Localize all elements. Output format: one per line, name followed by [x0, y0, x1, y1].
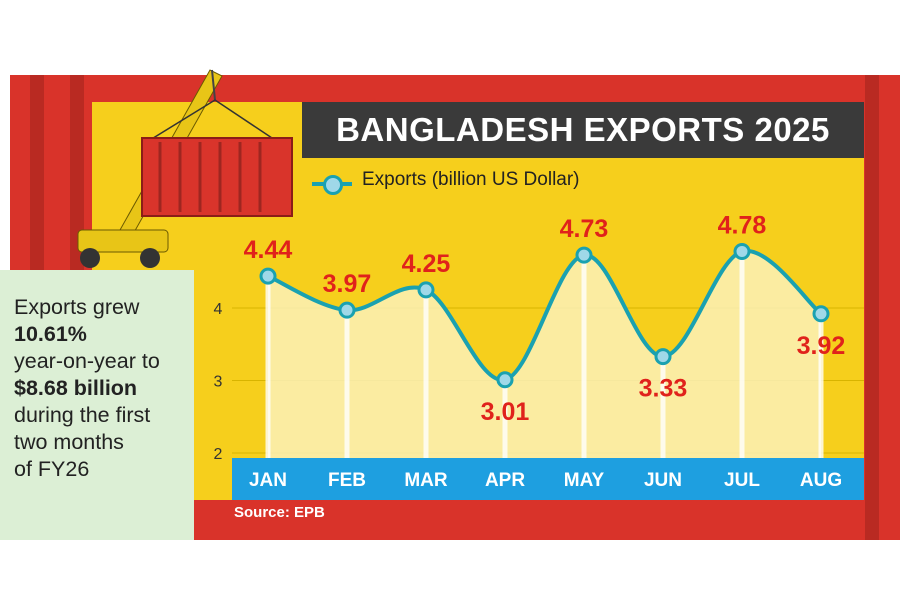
- x-tick-label: APR: [485, 470, 525, 491]
- note-line: Exports grew: [14, 295, 140, 319]
- data-label: 4.73: [560, 215, 609, 243]
- x-tick-label: JUN: [644, 470, 682, 491]
- data-point: [496, 371, 514, 389]
- x-tick-label: JUL: [724, 470, 760, 491]
- source-label: Source: EPB: [234, 504, 325, 521]
- legend-label: Exports (billion US Dollar): [362, 169, 580, 190]
- data-label: 3.92: [797, 332, 846, 360]
- chart-title: BANGLADESH EXPORTS 2025: [336, 111, 830, 148]
- data-label: 3.97: [323, 270, 372, 298]
- note-text: Exports grew 10.61% year-on-year to $8.6…: [14, 294, 192, 483]
- area-fill: [268, 250, 821, 458]
- shipping-container-icon: [141, 137, 293, 217]
- note-line: year-on-year to: [14, 349, 160, 373]
- data-point: [338, 301, 356, 319]
- crane-icon: [77, 69, 293, 268]
- data-point: [259, 267, 277, 285]
- note-line: during the first: [14, 403, 151, 427]
- x-tick-label: JAN: [249, 470, 287, 491]
- y-tick-label: 2: [214, 446, 223, 463]
- data-label: 4.44: [244, 236, 293, 264]
- data-label: 4.78: [718, 211, 767, 239]
- x-tick-label: MAY: [564, 470, 605, 491]
- title-bar: [302, 102, 864, 158]
- data-label: 3.33: [639, 375, 688, 403]
- data-point: [733, 242, 751, 260]
- data-point: [654, 348, 672, 366]
- data-point: [417, 281, 435, 299]
- note-growth: 10.61%: [14, 322, 87, 346]
- data-label: 3.01: [481, 398, 530, 426]
- note-amount: $8.68 billion: [14, 376, 138, 400]
- data-label: 4.25: [402, 250, 451, 278]
- y-tick-label: 4: [214, 301, 223, 318]
- legend-marker: [323, 175, 343, 195]
- x-tick-label: AUG: [800, 470, 842, 491]
- note-line: two months: [14, 430, 124, 454]
- series-line: [267, 249, 823, 382]
- data-point: [812, 305, 830, 323]
- x-tick-label: FEB: [328, 470, 366, 491]
- note-line: of FY26: [14, 457, 90, 481]
- x-tick-label: MAR: [404, 470, 448, 491]
- data-point: [575, 246, 593, 264]
- y-tick-label: 3: [214, 374, 223, 391]
- note-box: [0, 270, 194, 540]
- x-axis-bar: [232, 458, 864, 500]
